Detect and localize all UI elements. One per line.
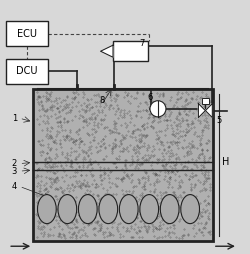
Ellipse shape [37, 195, 56, 224]
Polygon shape [198, 104, 204, 118]
Ellipse shape [139, 195, 158, 224]
Bar [33, 89, 212, 241]
Text: 2: 2 [12, 159, 17, 168]
Ellipse shape [119, 195, 138, 224]
Text: DCU: DCU [16, 67, 38, 76]
Bar [112, 41, 148, 61]
Text: 8: 8 [99, 96, 104, 105]
Ellipse shape [180, 195, 199, 224]
Text: H: H [221, 157, 228, 167]
Text: 6: 6 [147, 93, 152, 102]
Ellipse shape [98, 195, 117, 224]
Text: 1: 1 [12, 114, 17, 123]
Bar [201, 98, 208, 104]
Text: 4: 4 [12, 182, 17, 191]
Text: 3: 3 [12, 167, 17, 176]
Text: 7: 7 [138, 39, 144, 48]
Ellipse shape [58, 195, 76, 224]
Bar [6, 59, 48, 84]
Polygon shape [100, 45, 112, 57]
Bar [6, 21, 48, 46]
Polygon shape [204, 104, 212, 118]
Ellipse shape [78, 195, 97, 224]
Circle shape [149, 101, 165, 117]
Text: ECU: ECU [17, 28, 37, 39]
Text: 5: 5 [216, 116, 221, 125]
Ellipse shape [160, 195, 178, 224]
